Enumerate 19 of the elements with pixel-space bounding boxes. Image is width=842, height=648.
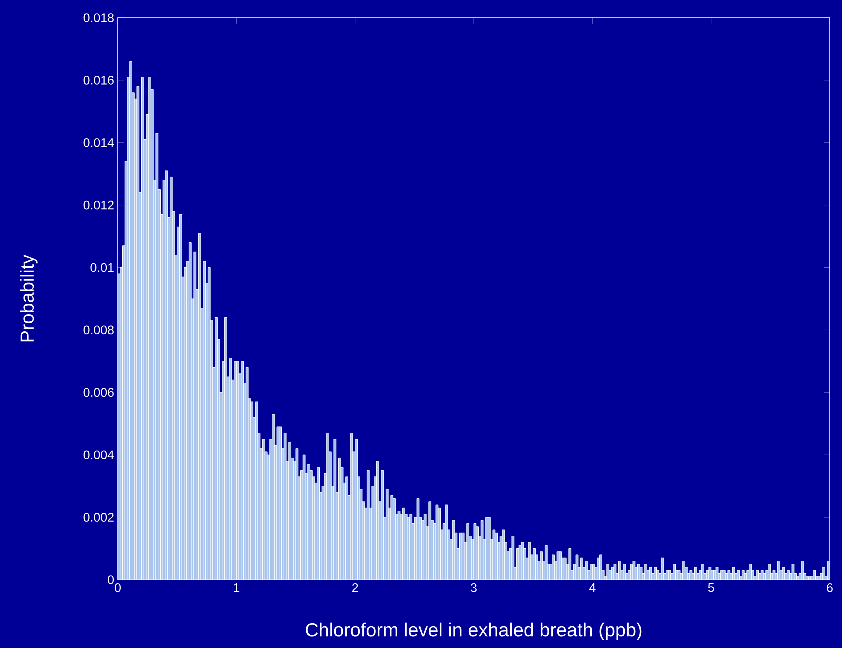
y-tick-label: 0.008 [84, 326, 114, 335]
x-tick-label: 1 [234, 584, 240, 592]
x-tick-label: 4 [589, 584, 596, 592]
y-axis-title: Probability [20, 254, 38, 342]
y-tick-label: 0 [108, 576, 114, 584]
x-tick-label: 6 [827, 584, 833, 592]
x-tick-label: 0 [115, 584, 121, 592]
y-tick-label: 0.016 [84, 76, 114, 85]
y-tick-label: 0.012 [84, 200, 114, 210]
y-tick-label: 0.018 [84, 14, 114, 22]
y-tick-label: 0.014 [84, 138, 114, 148]
y-tick-label: 0.01 [90, 263, 114, 272]
x-axis-title: Chloroform level in exhaled breath (ppb) [306, 622, 642, 640]
y-tick-label: 0.006 [84, 388, 114, 398]
x-tick-label: 2 [352, 584, 358, 592]
y-tick-label: 0.002 [84, 513, 114, 522]
x-tick-label: 5 [708, 584, 714, 592]
y-tick-label: 0.004 [84, 450, 114, 460]
x-tick-label: 3 [471, 584, 477, 592]
